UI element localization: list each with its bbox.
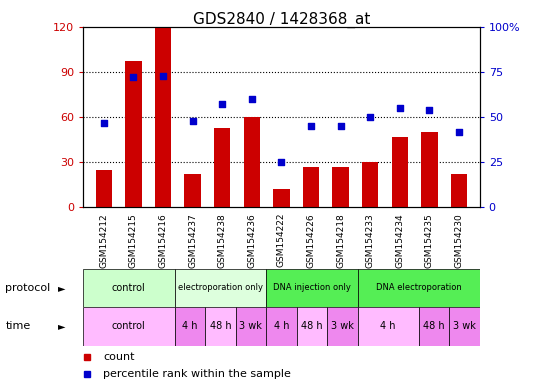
Text: 48 h: 48 h: [210, 321, 231, 331]
Bar: [273, 189, 289, 207]
Bar: [362, 162, 378, 207]
Bar: [184, 174, 201, 207]
Point: [336, 123, 345, 129]
Text: count: count: [103, 352, 135, 362]
Bar: [296, 307, 327, 346]
Bar: [83, 269, 175, 307]
Text: electroporation only: electroporation only: [178, 283, 263, 293]
Point: [366, 114, 375, 120]
Text: GSM154237: GSM154237: [188, 213, 197, 268]
Text: GDS2840 / 1428368_at: GDS2840 / 1428368_at: [193, 12, 370, 28]
Bar: [125, 61, 142, 207]
Bar: [266, 269, 358, 307]
Bar: [303, 167, 319, 207]
Text: GSM154238: GSM154238: [218, 213, 227, 268]
Text: control: control: [112, 321, 146, 331]
Text: 3 wk: 3 wk: [331, 321, 354, 331]
Text: GSM154212: GSM154212: [99, 213, 108, 268]
Bar: [451, 174, 467, 207]
Bar: [266, 307, 296, 346]
Text: ►: ►: [58, 321, 65, 331]
Bar: [155, 27, 171, 207]
Bar: [327, 307, 358, 346]
Text: DNA injection only: DNA injection only: [273, 283, 351, 293]
Text: GSM154218: GSM154218: [336, 213, 345, 268]
Bar: [419, 307, 449, 346]
Bar: [236, 307, 266, 346]
Text: protocol: protocol: [5, 283, 50, 293]
Text: 4 h: 4 h: [274, 321, 289, 331]
Text: GSM154233: GSM154233: [366, 213, 375, 268]
Text: GSM154236: GSM154236: [247, 213, 256, 268]
Bar: [449, 307, 480, 346]
Text: GSM154234: GSM154234: [396, 213, 404, 268]
Text: 48 h: 48 h: [423, 321, 445, 331]
Text: 3 wk: 3 wk: [453, 321, 476, 331]
Text: GSM154222: GSM154222: [277, 213, 286, 267]
Text: 4 h: 4 h: [182, 321, 198, 331]
Text: 48 h: 48 h: [301, 321, 323, 331]
Bar: [175, 307, 205, 346]
Text: control: control: [112, 283, 146, 293]
Point: [159, 73, 167, 79]
Text: time: time: [5, 321, 31, 331]
Bar: [175, 269, 266, 307]
Text: percentile rank within the sample: percentile rank within the sample: [103, 369, 291, 379]
Bar: [358, 307, 419, 346]
Bar: [83, 307, 175, 346]
Point: [307, 123, 315, 129]
Text: GSM154235: GSM154235: [425, 213, 434, 268]
Text: GSM154216: GSM154216: [159, 213, 168, 268]
Bar: [392, 137, 408, 207]
Text: DNA electroporation: DNA electroporation: [376, 283, 461, 293]
Point: [396, 105, 404, 111]
Bar: [358, 269, 480, 307]
Point: [425, 107, 434, 113]
Bar: [214, 127, 230, 207]
Point: [218, 101, 227, 108]
Point: [188, 118, 197, 124]
Bar: [332, 167, 349, 207]
Text: 3 wk: 3 wk: [240, 321, 262, 331]
Point: [248, 96, 256, 102]
Bar: [205, 307, 236, 346]
Point: [100, 119, 108, 126]
Point: [129, 74, 138, 81]
Text: ►: ►: [58, 283, 65, 293]
Text: GSM154226: GSM154226: [307, 213, 316, 268]
Text: 4 h: 4 h: [381, 321, 396, 331]
Point: [277, 159, 286, 165]
Bar: [244, 117, 260, 207]
Text: GSM154230: GSM154230: [455, 213, 464, 268]
Point: [455, 129, 463, 135]
Text: GSM154215: GSM154215: [129, 213, 138, 268]
Bar: [421, 132, 437, 207]
Bar: [95, 170, 112, 207]
